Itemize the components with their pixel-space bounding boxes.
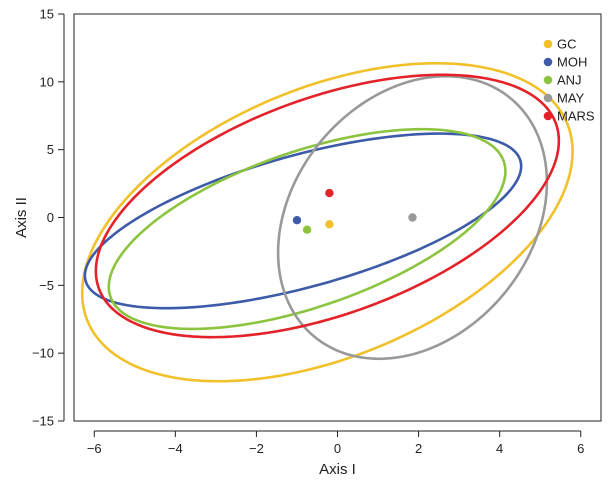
- x-tick-label: −4: [168, 441, 183, 456]
- centroid-moh: [292, 216, 302, 225]
- y-tick-label: 0: [47, 210, 54, 225]
- x-axis-label: Axis I: [319, 461, 356, 478]
- x-tick-label: 0: [334, 441, 341, 456]
- x-tick-label: 2: [415, 441, 422, 456]
- legend-marker-gc: [543, 39, 553, 49]
- y-tick-label: −15: [32, 414, 54, 429]
- legend-marker-mars: [543, 111, 553, 121]
- plot-frame: [73, 13, 602, 422]
- x-tick-label: 4: [496, 441, 503, 456]
- legend-marker-moh: [543, 57, 553, 67]
- ellipse-moh: [83, 132, 523, 310]
- legend-label-may: MAY: [557, 91, 585, 106]
- centroid-may: [408, 213, 417, 222]
- y-axis-label: Axis II: [13, 197, 30, 238]
- legend-label-mars: MARS: [557, 109, 595, 124]
- legend-label-anj: ANJ: [557, 73, 582, 88]
- centroid-anj: [302, 225, 312, 234]
- legend-label-moh: MOH: [557, 55, 587, 70]
- legend-label-gc: GC: [557, 37, 577, 52]
- x-axis: −6 −4 −2 0 2 4 6: [87, 430, 584, 456]
- ellipse-layer: [80, 61, 574, 383]
- y-axis: −15 −10 −5 0 5 10 15: [32, 7, 65, 429]
- legend-marker-may: [543, 93, 553, 103]
- y-tick-label: 15: [40, 7, 54, 22]
- x-tick-label: −2: [249, 441, 264, 456]
- ellipse-anj: [107, 127, 507, 331]
- y-tick-label: −5: [39, 278, 54, 293]
- x-tick-label: −6: [87, 441, 102, 456]
- centroid-mars: [325, 188, 334, 198]
- centroid-gc: [325, 220, 334, 229]
- x-tick-label: 6: [577, 441, 584, 456]
- ellipse-mars: [94, 73, 561, 339]
- ellipse-may: [276, 74, 549, 361]
- y-tick-label: −10: [32, 346, 54, 361]
- y-tick-label: 10: [40, 74, 54, 89]
- legend-marker-anj: [543, 75, 553, 85]
- y-tick-label: 5: [47, 142, 54, 157]
- centroid-layer: [292, 188, 417, 234]
- legend: GC MOH ANJ MAY MARS: [543, 37, 595, 124]
